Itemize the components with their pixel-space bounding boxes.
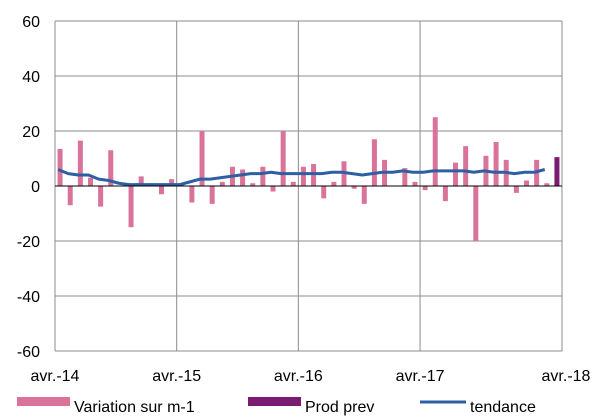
bar-variation (158, 186, 164, 195)
y-tick-label: 40 (22, 69, 40, 86)
bar-variation (270, 186, 276, 192)
x-tick-label: avr.-17 (396, 368, 445, 385)
bar-variation (371, 139, 377, 186)
bar-variation (463, 146, 469, 186)
bar-variation (169, 179, 175, 186)
bar-variation (290, 181, 296, 186)
bar-variation (138, 176, 144, 186)
legend-swatch (248, 397, 301, 406)
trend-line (57, 168, 546, 187)
trend-line-group (57, 168, 546, 187)
x-tick-label: avr.-16 (274, 368, 323, 385)
legend-swatch (17, 397, 70, 406)
legend-label: tendance (470, 399, 536, 416)
x-tick-label: avr.-15 (152, 368, 201, 385)
y-tick-label: 20 (22, 124, 40, 141)
bar-variation (219, 181, 225, 186)
x-tick-label: avr.-14 (31, 368, 80, 385)
y-tick-label: 60 (22, 14, 40, 31)
bar-variation (260, 166, 266, 186)
bar-variation (351, 186, 357, 189)
bar-variation (412, 181, 418, 186)
legend-label: Prod prev (305, 399, 374, 416)
bar-variation (331, 181, 337, 186)
bar-variation (209, 186, 215, 204)
bar-prod-prev (554, 157, 560, 186)
bar-variation (422, 186, 428, 191)
bar-variation (189, 186, 195, 203)
bar-variation (108, 150, 114, 186)
bar-variation (442, 186, 448, 202)
bar-variation (67, 186, 73, 206)
bar-variation (493, 142, 499, 186)
bar-variation (199, 131, 205, 186)
y-tick-label: -20 (17, 234, 40, 251)
bar-variation (473, 186, 479, 241)
bar-variation (524, 180, 530, 186)
bar-variation (87, 177, 93, 186)
gridlines (54, 20, 563, 352)
bar-variation (513, 186, 519, 193)
bar-variation (57, 148, 63, 186)
y-tick-label: -40 (17, 289, 40, 306)
y-tick-label: -60 (17, 344, 40, 361)
legend: Variation sur m-1 Prod prev tendance (17, 397, 536, 416)
bar-variation (240, 169, 246, 186)
bar-variation (453, 162, 459, 186)
bar-variation (77, 140, 83, 186)
bar-variation (280, 131, 286, 186)
axes: -60 -40 -20 0 20 40 60 avr.-14 avr.-15 avr.-16 avr… (17, 14, 591, 385)
bar-variation (321, 186, 327, 199)
bar-variation (544, 183, 550, 186)
legend-label: Variation sur m-1 (74, 399, 195, 416)
bar-variation (250, 183, 256, 186)
bar-variation (98, 186, 104, 207)
bar-variation (402, 168, 408, 186)
bar-variation (432, 117, 438, 186)
bar-variation (128, 186, 134, 228)
bars (57, 117, 560, 241)
bar-variation (300, 166, 306, 186)
y-tick-label: 0 (31, 179, 40, 196)
bar-variation (361, 186, 367, 204)
x-tick-label: avr.-18 (542, 368, 591, 385)
